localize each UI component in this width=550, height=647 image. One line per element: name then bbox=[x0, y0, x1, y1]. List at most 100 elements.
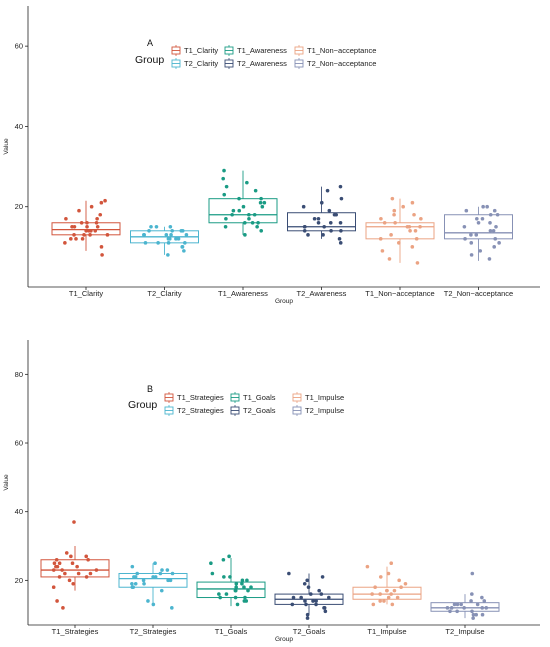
data-point bbox=[130, 581, 134, 586]
data-point bbox=[382, 220, 387, 225]
data-point bbox=[230, 212, 234, 217]
data-point bbox=[99, 245, 104, 249]
box-t1_clarity bbox=[51, 198, 121, 257]
legend-item-t1_goals: T1_Goals bbox=[230, 392, 276, 403]
box-iqr bbox=[352, 586, 422, 600]
data-point bbox=[249, 585, 253, 590]
data-point bbox=[154, 224, 159, 229]
legend-item-label: T1_Strategies bbox=[177, 393, 224, 402]
y-axis-label: Value bbox=[3, 474, 10, 491]
legend-item-label: T2_Clarity bbox=[184, 59, 218, 68]
data-point bbox=[84, 575, 89, 579]
data-point bbox=[462, 224, 467, 229]
data-point bbox=[237, 208, 242, 213]
x-tick-label: T1_Impulse bbox=[367, 627, 406, 636]
data-point bbox=[392, 588, 397, 593]
legend-title: Group bbox=[135, 54, 164, 66]
data-point bbox=[72, 520, 76, 524]
data-point bbox=[234, 585, 238, 590]
data-point bbox=[304, 602, 308, 607]
data-point bbox=[233, 588, 238, 593]
data-point bbox=[480, 612, 485, 617]
data-point bbox=[471, 612, 476, 617]
data-point bbox=[306, 585, 311, 590]
box-t1_awareness bbox=[208, 168, 278, 237]
data-point bbox=[448, 609, 452, 614]
data-point bbox=[470, 609, 474, 614]
data-point bbox=[151, 602, 156, 607]
data-point bbox=[414, 237, 419, 241]
data-point bbox=[481, 204, 485, 209]
box-iqr bbox=[196, 581, 266, 599]
data-point bbox=[393, 220, 397, 225]
data-point bbox=[153, 561, 157, 565]
data-point bbox=[61, 606, 65, 610]
data-point bbox=[218, 595, 222, 600]
data-point bbox=[167, 237, 172, 241]
legend: Group T1_Clarity T1_Awareness T1_Non−accept… bbox=[135, 45, 376, 69]
data-point bbox=[303, 599, 307, 603]
x-tick-label: T2_Clarity bbox=[147, 289, 181, 298]
data-point bbox=[392, 208, 397, 213]
data-point bbox=[63, 241, 67, 245]
data-point bbox=[390, 602, 395, 607]
legend-item-label: T2_Non−acceptance bbox=[307, 59, 376, 68]
data-point bbox=[301, 204, 306, 209]
data-point bbox=[147, 229, 151, 233]
data-point bbox=[471, 616, 475, 620]
data-point bbox=[79, 220, 84, 225]
data-point bbox=[63, 571, 67, 576]
x-tick-label: T1_Non−acceptance bbox=[365, 289, 434, 298]
data-point bbox=[495, 212, 500, 217]
data-point bbox=[142, 233, 146, 237]
data-point bbox=[305, 616, 310, 620]
data-point bbox=[77, 208, 81, 213]
data-point bbox=[487, 257, 492, 261]
data-point bbox=[259, 229, 264, 233]
legend-item-label: T2_Goals bbox=[243, 406, 276, 415]
data-point bbox=[317, 588, 321, 593]
data-point bbox=[314, 599, 318, 603]
data-point bbox=[88, 233, 92, 237]
data-point bbox=[224, 216, 228, 221]
x-tick-label: T2_Impulse bbox=[445, 627, 484, 636]
legend-item-t1_clarity: T1_Clarity bbox=[171, 45, 218, 56]
data-point bbox=[247, 212, 251, 217]
data-point bbox=[135, 571, 140, 576]
data-point bbox=[224, 184, 229, 189]
y-tick-label: 40 bbox=[15, 122, 23, 131]
data-point bbox=[497, 241, 501, 245]
data-point bbox=[160, 568, 164, 572]
data-point bbox=[327, 595, 331, 600]
box-t1_impulse bbox=[352, 561, 422, 607]
legend-item-label: T1_Non−acceptance bbox=[307, 46, 376, 55]
box-iqr bbox=[365, 222, 435, 240]
x-tick-label: T2_Non−acceptance bbox=[444, 289, 513, 298]
data-point bbox=[488, 229, 493, 233]
data-point bbox=[339, 229, 343, 233]
data-point bbox=[221, 176, 225, 181]
data-point bbox=[320, 575, 325, 579]
box-iqr bbox=[118, 572, 188, 588]
data-point bbox=[371, 602, 376, 607]
legend-item-t2_awareness: T2_Awareness bbox=[224, 58, 287, 69]
data-point bbox=[485, 204, 489, 209]
data-point bbox=[255, 224, 259, 229]
panel-b: 20 40 60 80 Value Group T1_Strategies T2_Strate… bbox=[3, 340, 540, 643]
data-point bbox=[170, 229, 174, 233]
data-point bbox=[299, 595, 303, 600]
legend-item-t1_impulse: T1_Impulse bbox=[292, 392, 344, 403]
data-point bbox=[329, 229, 333, 233]
data-point bbox=[474, 612, 478, 617]
data-point bbox=[260, 204, 265, 209]
data-point bbox=[387, 257, 392, 261]
data-point bbox=[493, 237, 498, 241]
data-point bbox=[403, 581, 408, 586]
data-point bbox=[86, 557, 90, 562]
data-point bbox=[223, 224, 228, 229]
data-point bbox=[94, 568, 99, 572]
data-point bbox=[51, 585, 56, 590]
x-tick-label: T2_Strategies bbox=[130, 627, 177, 636]
data-point bbox=[378, 237, 383, 241]
box-t2_strategies bbox=[118, 561, 188, 610]
